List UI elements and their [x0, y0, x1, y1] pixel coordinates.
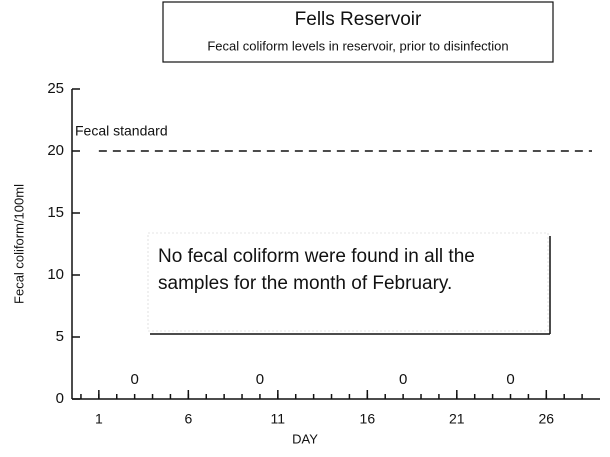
- annotation-line: No fecal coliform were found in all the: [158, 246, 475, 267]
- y-tick-label: 20: [47, 142, 64, 159]
- x-axis-label: DAY: [292, 431, 318, 446]
- title-box: [162, 1, 554, 63]
- y-axis-label: Fecal coliform/100ml: [11, 184, 26, 304]
- x-tick-label: 1: [95, 411, 103, 427]
- reference-line-label: Fecal standard: [75, 123, 168, 139]
- data-label: 0: [506, 371, 514, 388]
- chart-subtitle: Fecal coliform levels in reservoir, prio…: [207, 38, 508, 53]
- y-tick-label: 10: [47, 266, 64, 283]
- x-tick-label: 21: [449, 411, 465, 427]
- y-tick-label: 15: [47, 204, 64, 221]
- data-label: 0: [399, 371, 407, 388]
- annotation-line: samples for the month of February.: [158, 273, 452, 294]
- data-label: 0: [256, 371, 264, 388]
- x-tick-label: 6: [184, 411, 192, 427]
- y-tick-label: 0: [56, 390, 64, 407]
- data-label: 0: [130, 371, 138, 388]
- y-tick-label: 25: [47, 80, 64, 97]
- x-tick-label: 16: [360, 411, 376, 427]
- x-tick-label: 11: [271, 411, 286, 427]
- x-tick-label: 26: [539, 411, 555, 427]
- y-tick-label: 5: [56, 328, 64, 345]
- annotation-box: [147, 232, 549, 332]
- chart-title: Fells Reservoir: [295, 9, 422, 30]
